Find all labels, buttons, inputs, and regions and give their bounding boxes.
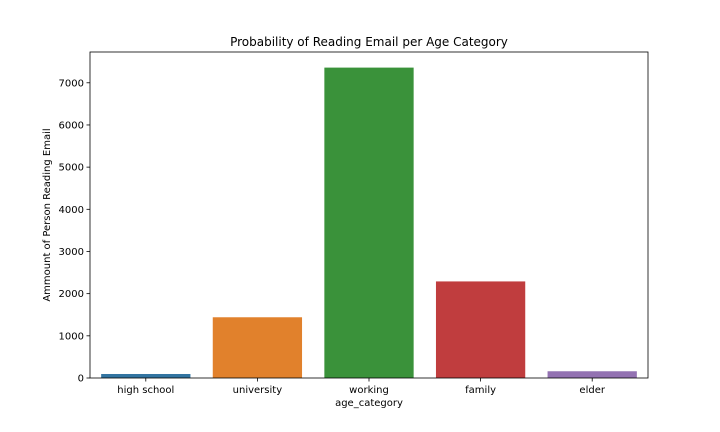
y-tick-label: 0 <box>78 374 84 385</box>
bar-working <box>324 67 414 379</box>
y-axis: 0 1000 2000 3000 4000 5000 6000 7000 <box>59 78 90 385</box>
x-tick-label: university <box>233 385 283 396</box>
y-axis-label: Ammount of Person Reading Email <box>42 128 53 301</box>
x-tick-label: high school <box>117 385 174 396</box>
bar-high-school <box>101 373 191 378</box>
x-tick-label: working <box>349 385 389 396</box>
y-tick-label: 3000 <box>59 247 84 258</box>
y-tick-label: 2000 <box>59 289 84 300</box>
x-axis: high school university working family elder <box>117 378 606 396</box>
x-tick-label: elder <box>579 385 605 396</box>
bar-elder <box>547 371 637 378</box>
y-tick-label: 1000 <box>59 331 84 342</box>
y-tick-label: 4000 <box>59 205 84 216</box>
x-tick-label: family <box>465 385 496 396</box>
y-tick-label: 7000 <box>59 78 84 89</box>
chart-title: Probability of Reading Email per Age Cat… <box>230 35 508 49</box>
bar-family <box>435 281 526 378</box>
y-tick-label: 5000 <box>59 163 84 174</box>
x-axis-label: age_category <box>335 398 403 409</box>
y-tick-label: 6000 <box>59 120 84 131</box>
bars-group <box>101 67 637 379</box>
bar-university <box>212 317 303 378</box>
